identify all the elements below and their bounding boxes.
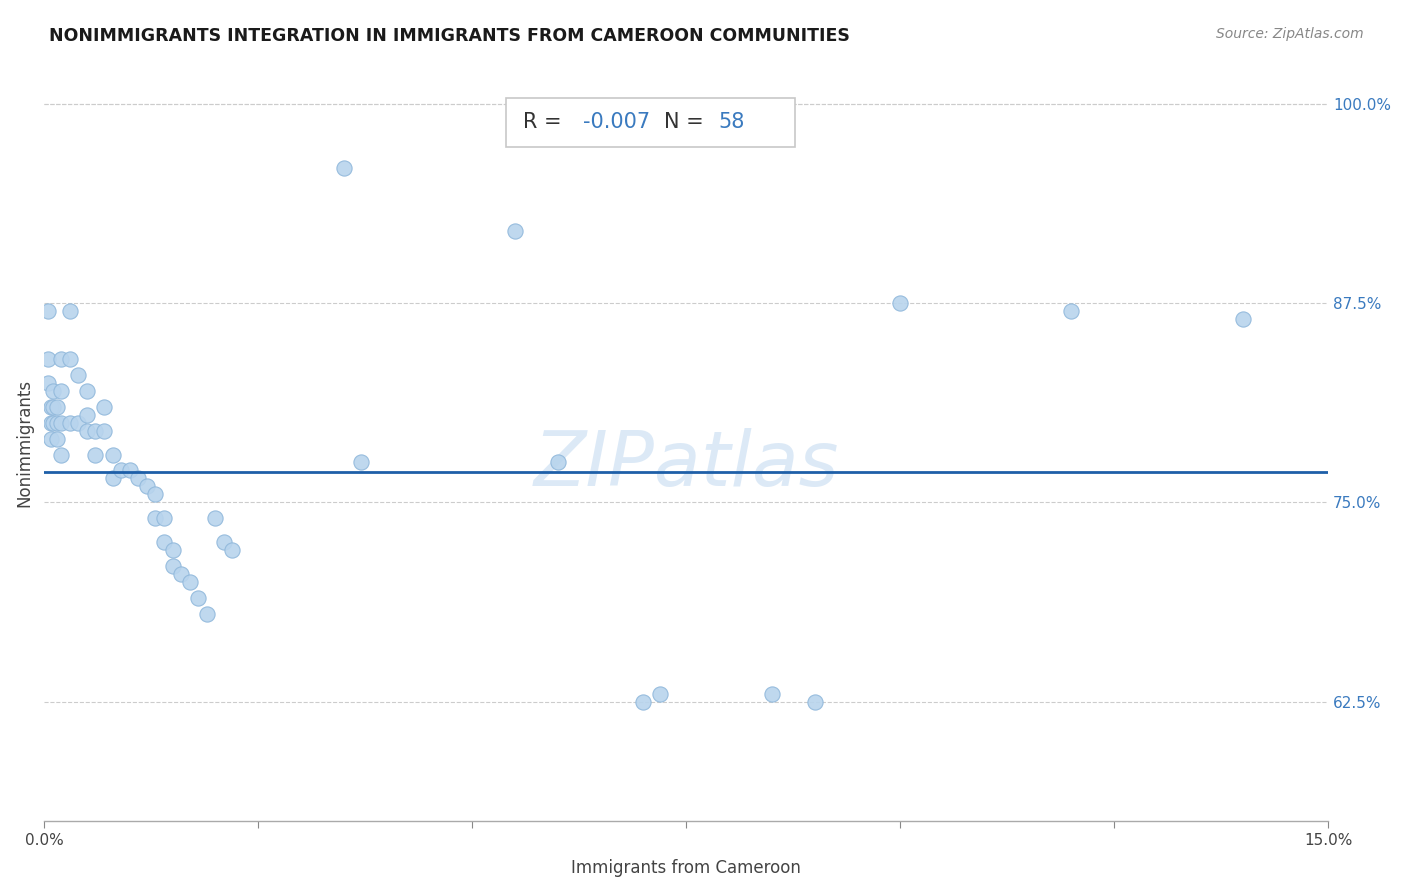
Point: [41, 384, 63, 398]
Point: [135, 479, 157, 493]
Point: [145, 487, 167, 501]
Point: [633, 694, 655, 708]
Point: [650, 687, 672, 701]
Point: [84, 424, 107, 438]
Point: [162, 559, 184, 574]
Text: R =: R =: [523, 112, 568, 132]
Point: [110, 463, 132, 477]
Point: [547, 455, 569, 469]
Point: [127, 471, 149, 485]
Point: [101, 448, 124, 462]
Point: [46, 432, 69, 446]
Point: [76, 424, 98, 438]
Point: [101, 471, 124, 485]
Point: [76, 408, 98, 422]
Point: [37, 304, 59, 318]
Point: [59, 304, 82, 318]
Point: [51, 384, 73, 398]
Point: [195, 607, 218, 621]
FancyBboxPatch shape: [506, 98, 796, 147]
Text: -0.007: -0.007: [583, 112, 651, 132]
Point: [153, 535, 176, 549]
Point: [41, 416, 63, 430]
Point: [212, 535, 235, 549]
Point: [803, 694, 825, 708]
X-axis label: Immigrants from Cameroon: Immigrants from Cameroon: [571, 859, 801, 877]
Point: [503, 224, 526, 238]
Point: [51, 416, 73, 430]
Point: [332, 161, 354, 175]
Point: [761, 687, 783, 701]
Point: [204, 511, 226, 525]
Point: [187, 591, 209, 605]
Point: [84, 448, 107, 462]
Point: [179, 574, 201, 589]
Text: Source: ZipAtlas.com: Source: ZipAtlas.com: [1216, 27, 1364, 41]
Point: [1232, 312, 1254, 326]
Point: [221, 543, 243, 558]
Point: [39, 432, 62, 446]
Point: [37, 351, 59, 366]
Point: [51, 351, 73, 366]
Point: [350, 455, 373, 469]
Text: 58: 58: [718, 112, 745, 132]
Point: [46, 400, 69, 414]
Point: [76, 384, 98, 398]
Point: [41, 400, 63, 414]
Point: [118, 463, 141, 477]
Point: [59, 416, 82, 430]
Point: [67, 416, 90, 430]
Point: [39, 400, 62, 414]
Point: [145, 511, 167, 525]
Point: [93, 400, 115, 414]
Point: [59, 351, 82, 366]
Point: [46, 416, 69, 430]
Text: ZIPatlas: ZIPatlas: [533, 428, 839, 502]
Point: [37, 376, 59, 390]
Point: [51, 448, 73, 462]
Point: [93, 424, 115, 438]
Point: [1060, 304, 1083, 318]
Point: [39, 416, 62, 430]
Point: [153, 511, 176, 525]
Text: NONIMMIGRANTS INTEGRATION IN IMMIGRANTS FROM CAMEROON COMMUNITIES: NONIMMIGRANTS INTEGRATION IN IMMIGRANTS …: [49, 27, 851, 45]
Point: [67, 368, 90, 382]
Point: [162, 543, 184, 558]
Y-axis label: Nonimmigrants: Nonimmigrants: [15, 378, 32, 507]
Point: [170, 567, 193, 582]
Point: [889, 296, 911, 310]
Text: N =: N =: [664, 112, 710, 132]
